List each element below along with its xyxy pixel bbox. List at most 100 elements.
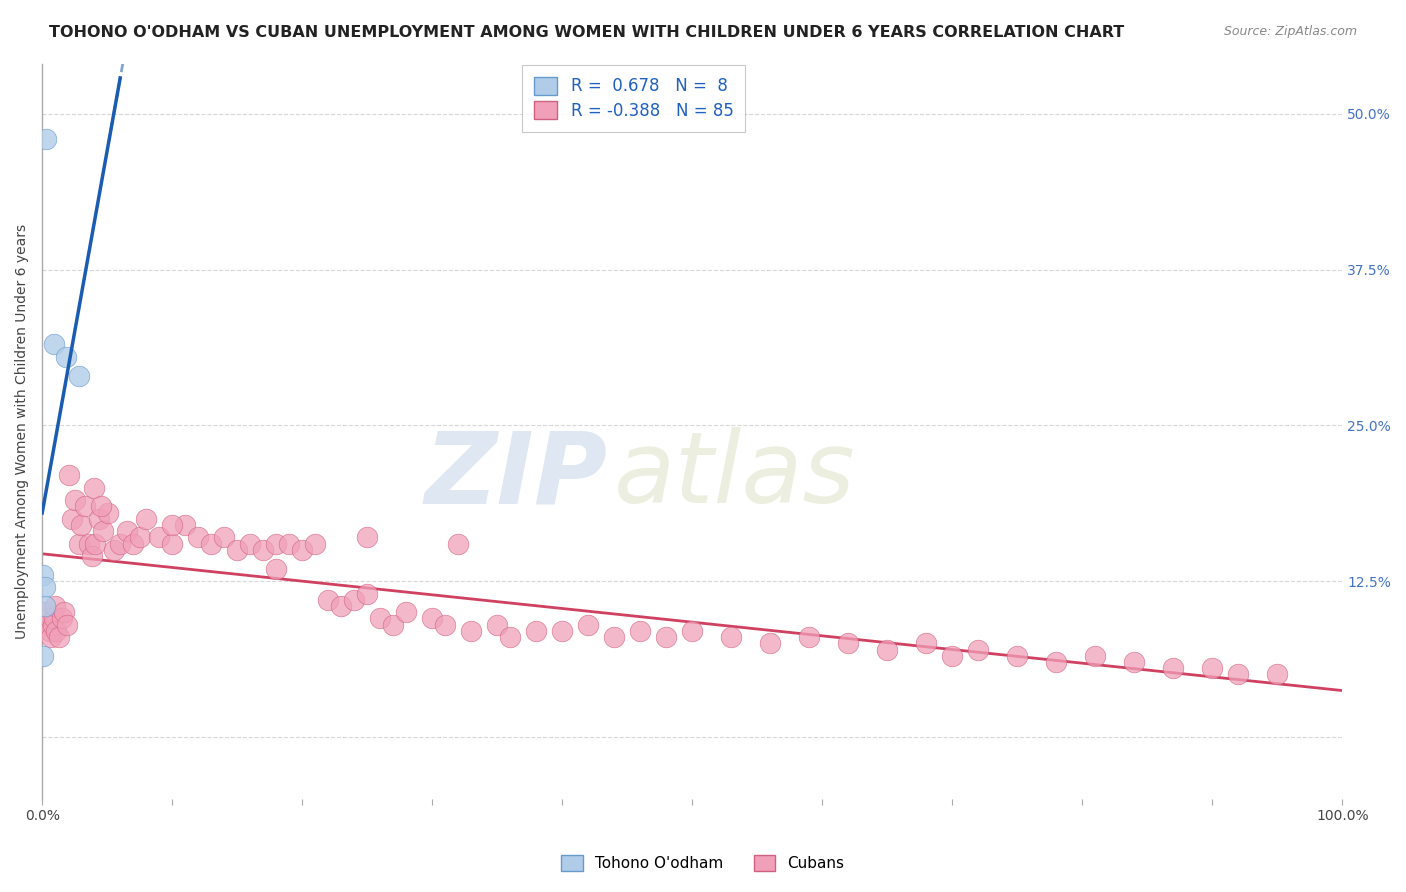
Point xyxy=(524,624,547,638)
Point xyxy=(551,624,574,638)
Point xyxy=(239,537,262,551)
Point xyxy=(655,630,678,644)
Text: TOHONO O'ODHAM VS CUBAN UNEMPLOYMENT AMONG WOMEN WITH CHILDREN UNDER 6 YEARS COR: TOHONO O'ODHAM VS CUBAN UNEMPLOYMENT AMO… xyxy=(49,25,1125,40)
Point xyxy=(915,636,938,650)
Point xyxy=(316,592,339,607)
Point xyxy=(226,542,249,557)
Point xyxy=(91,524,114,539)
Point xyxy=(160,518,183,533)
Point xyxy=(187,531,209,545)
Point xyxy=(128,531,150,545)
Point xyxy=(60,512,83,526)
Point xyxy=(80,549,103,563)
Point xyxy=(174,518,197,533)
Point xyxy=(83,481,105,495)
Point xyxy=(58,468,80,483)
Point xyxy=(67,537,90,551)
Point xyxy=(39,630,62,644)
Point xyxy=(264,561,287,575)
Point xyxy=(252,542,274,557)
Point xyxy=(837,636,859,650)
Point xyxy=(499,630,522,644)
Point xyxy=(576,617,599,632)
Point xyxy=(89,512,111,526)
Point xyxy=(42,611,65,625)
Point xyxy=(1265,667,1288,681)
Point xyxy=(368,611,391,625)
Point xyxy=(681,624,703,638)
Point xyxy=(34,599,56,613)
Point xyxy=(67,368,90,383)
Text: ZIP: ZIP xyxy=(425,427,607,524)
Point xyxy=(382,617,405,632)
Point xyxy=(70,518,93,533)
Point xyxy=(291,542,314,557)
Point xyxy=(38,611,60,625)
Point xyxy=(45,624,67,638)
Point xyxy=(135,512,157,526)
Point xyxy=(1084,648,1107,663)
Point xyxy=(720,630,742,644)
Point xyxy=(97,506,120,520)
Point xyxy=(44,599,66,613)
Point xyxy=(941,648,963,663)
Point xyxy=(75,500,97,514)
Point xyxy=(356,586,378,600)
Point xyxy=(56,617,79,632)
Point xyxy=(1007,648,1029,663)
Point xyxy=(304,537,326,551)
Point xyxy=(84,537,107,551)
Point xyxy=(967,642,990,657)
Point xyxy=(1161,661,1184,675)
Point xyxy=(759,636,782,650)
Point xyxy=(148,531,170,545)
Point xyxy=(32,648,55,663)
Point xyxy=(51,611,73,625)
Point xyxy=(35,132,58,146)
Point xyxy=(200,537,222,551)
Point xyxy=(55,350,77,364)
Point xyxy=(628,624,651,638)
Point xyxy=(1123,655,1146,669)
Legend: Tohono O'odham, Cubans: Tohono O'odham, Cubans xyxy=(555,849,851,877)
Point xyxy=(460,624,482,638)
Point xyxy=(395,605,418,619)
Legend: R =  0.678   N =  8, R = -0.388   N = 85: R = 0.678 N = 8, R = -0.388 N = 85 xyxy=(522,65,745,131)
Point xyxy=(115,524,138,539)
Point xyxy=(603,630,626,644)
Point xyxy=(447,537,470,551)
Text: atlas: atlas xyxy=(614,427,856,524)
Point xyxy=(63,493,86,508)
Point xyxy=(264,537,287,551)
Point xyxy=(356,531,378,545)
Point xyxy=(122,537,145,551)
Point xyxy=(160,537,183,551)
Point xyxy=(420,611,443,625)
Point xyxy=(48,630,70,644)
Point xyxy=(32,567,55,582)
Point xyxy=(212,531,235,545)
Point xyxy=(39,624,62,638)
Point xyxy=(876,642,898,657)
Y-axis label: Unemployment Among Women with Children Under 6 years: Unemployment Among Women with Children U… xyxy=(15,224,30,640)
Point xyxy=(486,617,509,632)
Point xyxy=(1227,667,1250,681)
Point xyxy=(1201,661,1223,675)
Point xyxy=(108,537,131,551)
Point xyxy=(330,599,353,613)
Point xyxy=(34,580,56,594)
Point xyxy=(278,537,301,551)
Point xyxy=(77,537,100,551)
Point xyxy=(37,617,59,632)
Point xyxy=(434,617,457,632)
Text: Source: ZipAtlas.com: Source: ZipAtlas.com xyxy=(1223,25,1357,38)
Point xyxy=(90,500,112,514)
Point xyxy=(343,592,366,607)
Point xyxy=(53,605,76,619)
Point xyxy=(42,337,65,351)
Point xyxy=(799,630,821,644)
Point xyxy=(103,542,125,557)
Point xyxy=(1045,655,1067,669)
Point xyxy=(41,617,63,632)
Point xyxy=(34,605,56,619)
